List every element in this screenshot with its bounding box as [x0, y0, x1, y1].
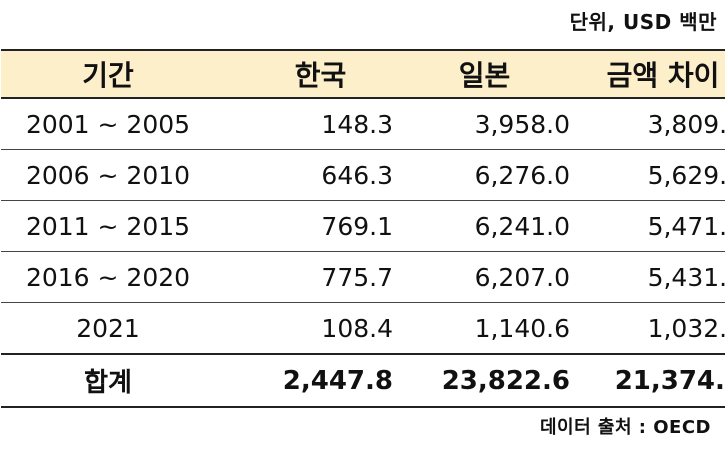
table-row: 2011 ~ 2015 769.1 6,241.0 5,471.9	[1, 200, 725, 252]
table-header: 기간 한국 일본 금액 차이	[1, 49, 725, 99]
cell-period: 2006 ~ 2010	[1, 149, 215, 201]
cell-japan: 6,207.0	[396, 251, 573, 303]
header-period: 기간	[1, 49, 215, 99]
cell-korea: 148.3	[215, 98, 396, 150]
cell-japan: 3,958.0	[396, 98, 573, 150]
cell-japan: 1,140.6	[474, 313, 570, 343]
cell-difference: 5,629.7	[573, 149, 725, 201]
header-korea: 한국	[215, 49, 396, 99]
header-row: 기간 한국 일본 금액 차이	[1, 49, 725, 99]
table-body: 2001 ~ 2005 148.3 3,958.0 3,809.7 2006 ~…	[1, 98, 725, 354]
table-row: 2001 ~ 2005 148.3 3,958.0 3,809.7	[1, 98, 725, 150]
total-label: 합계	[1, 353, 215, 408]
comparison-table: 기간 한국 일본 금액 차이 2001 ~ 2005 148.3 3,958.0…	[1, 49, 725, 408]
cell-period: 2016 ~ 2020	[1, 251, 215, 303]
total-japan: 23,822.6	[396, 353, 573, 408]
total-difference: 21,374.8	[573, 353, 725, 408]
cell-japan: 6,276.0	[396, 149, 573, 201]
cell-korea: 775.7	[215, 251, 396, 303]
cell-difference: 5,471.9	[573, 200, 725, 252]
table-row: 2006 ~ 2010 646.3 6,276.0 5,629.7	[1, 149, 725, 201]
cell-japan: 6,241.0	[396, 200, 573, 252]
total-korea: 2,447.8	[215, 353, 396, 408]
cell-korea: 769.1	[215, 200, 396, 252]
cell-korea: 108.4	[321, 313, 393, 343]
header-difference: 금액 차이	[573, 49, 725, 99]
cell-korea: 646.3	[215, 149, 396, 201]
table-row: 2021 108.4 1,140.6 1,032.2	[1, 303, 725, 355]
table-row: 2016 ~ 2020 775.7 6,207.0 5,431.3	[1, 251, 725, 303]
cell-period: 2021	[76, 313, 140, 343]
unit-label: 단위, USD 백만	[569, 10, 717, 34]
data-source: 데이터 출처 : OECD	[539, 417, 711, 438]
total-row: 합계 2,447.8 23,822.6 21,374.8	[1, 353, 725, 408]
cell-difference: 1,032.2	[647, 313, 725, 343]
table-footer: 합계 2,447.8 23,822.6 21,374.8	[1, 353, 725, 408]
cell-period: 2001 ~ 2005	[1, 98, 215, 150]
cell-difference: 5,431.3	[573, 251, 725, 303]
header-japan: 일본	[396, 49, 573, 99]
cell-difference: 3,809.7	[573, 98, 725, 150]
cell-period: 2011 ~ 2015	[1, 200, 215, 252]
